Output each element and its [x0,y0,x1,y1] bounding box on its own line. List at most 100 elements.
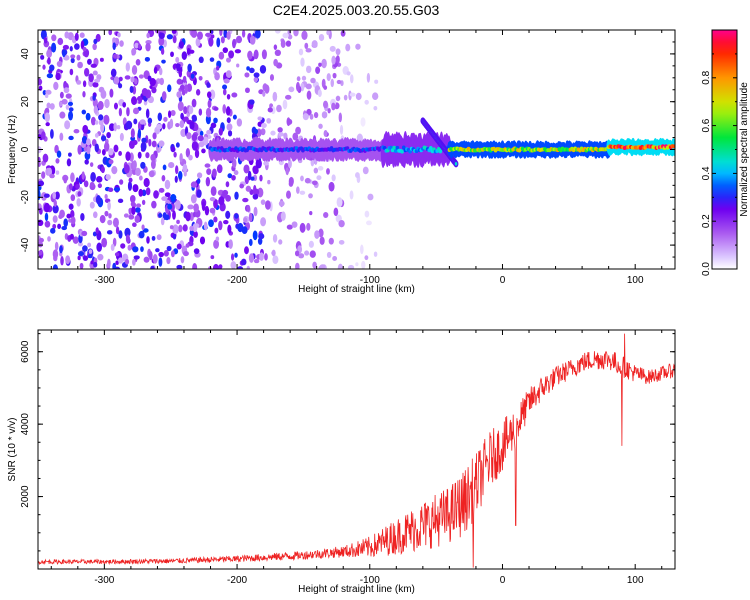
noise-blob [190,73,195,79]
noise-blob [93,211,98,219]
noise-blob [216,37,221,48]
noise-blob [166,34,173,40]
noise-blob [46,73,54,79]
noise-blob [236,63,240,68]
noise-blob [343,94,348,101]
noise-blob [185,243,190,248]
noise-blob [63,87,70,94]
noise-blob [329,45,336,52]
noise-blob [96,175,103,183]
noise-blob [185,147,191,158]
snr-xtick-label: -100 [360,575,380,586]
noise-blob [326,168,330,175]
noise-blob [172,234,177,240]
noise-blob [90,171,96,182]
noise-blob [105,174,111,181]
noise-blob [143,256,150,263]
noise-blob [360,117,366,127]
ridge-core [672,144,675,149]
noise-blob [300,175,304,182]
noise-blob [291,221,298,228]
noise-blob [253,206,258,217]
noise-blob [272,91,278,102]
noise-blob [233,170,239,176]
noise-blob [131,47,137,56]
noise-blob [210,122,217,129]
noise-blob [47,236,51,242]
noise-blob [99,57,104,62]
noise-blob [42,90,47,96]
noise-blob [82,80,87,88]
noise-blob [219,30,223,37]
noise-blob [75,184,80,189]
noise-blob [355,43,361,50]
noise-blob [374,79,379,84]
noise-blob [244,246,249,255]
noise-blob [52,191,57,200]
noise-blob [175,165,179,175]
noise-blob [158,32,165,39]
noise-blob [52,264,59,269]
noise-blob [103,114,110,125]
noise-blob [323,85,328,90]
noise-blob [196,178,201,184]
noise-blob [175,142,180,148]
noise-blob [304,177,311,184]
noise-blob [132,184,139,193]
noise-blob [335,95,341,102]
noise-blob [246,265,250,269]
noise-blob [372,92,379,100]
ridge-core [395,145,400,150]
snr-ytick-label: 6000 [20,340,31,363]
noise-blob [170,250,175,258]
noise-blob [43,202,50,213]
noise-blob [177,101,184,112]
noise-blob [218,127,223,136]
noise-blob [222,104,227,114]
noise-blob [42,153,49,163]
noise-blob [350,74,354,84]
noise-blob [278,239,283,245]
noise-blob [113,76,120,85]
noise-blob [250,176,255,181]
noise-blob [245,185,252,192]
noise-blob [51,34,57,42]
noise-blob [53,199,57,207]
noise-blob [306,222,311,231]
noise-blob [252,230,258,241]
noise-blob [191,133,198,142]
noise-blob [218,196,225,206]
noise-blob [166,257,171,265]
noise-blob [277,127,283,133]
noise-blob [138,230,145,239]
colorbar-tick-label: 0.0 [701,262,712,276]
noise-blob [108,30,113,36]
noise-blob [214,72,220,81]
noise-blob [140,161,146,169]
noise-blob [52,215,58,223]
noise-blob [179,153,183,163]
noise-blob [59,91,64,99]
noise-blob [89,181,95,188]
noise-blob [126,107,130,117]
noise-blob [84,67,90,77]
noise-blob [158,67,163,76]
noise-blob [84,159,89,165]
noise-blob [187,204,194,210]
noise-blob [69,68,74,76]
noise-blob [131,65,138,75]
noise-blob [161,196,168,202]
noise-blob [143,177,150,188]
noise-blob [313,167,319,174]
noise-blob [113,102,118,110]
noise-blob [112,262,117,269]
noise-blob [355,92,362,101]
noise-blob [222,84,228,90]
noise-blob [124,258,130,265]
noise-blob [112,217,119,228]
noise-blob [190,181,198,188]
noise-blob [94,120,99,125]
noise-blob [68,110,74,121]
noise-blob [132,160,137,170]
noise-blob [113,187,121,192]
